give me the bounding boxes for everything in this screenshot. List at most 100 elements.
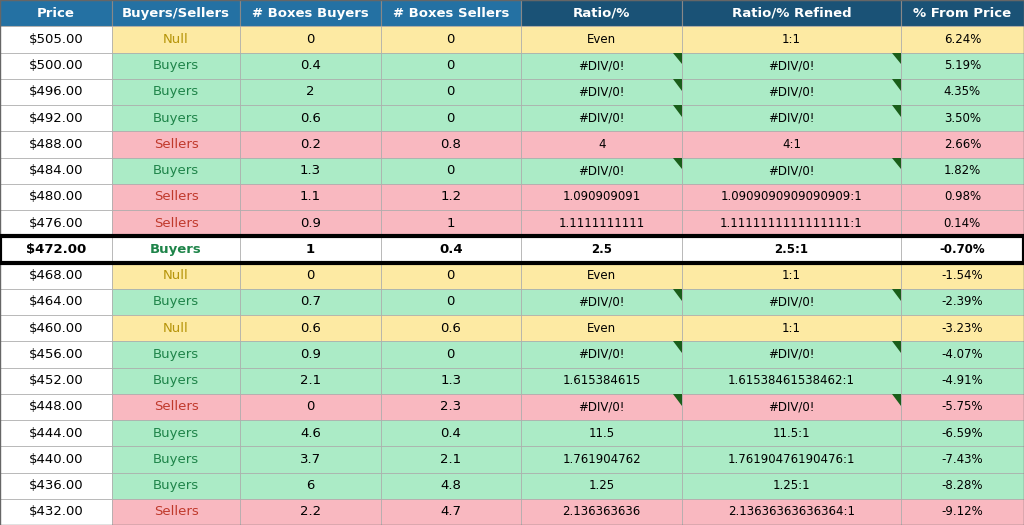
Polygon shape <box>674 394 682 405</box>
Bar <box>682 394 901 420</box>
Text: $440.00: $440.00 <box>29 453 83 466</box>
Bar <box>682 289 901 315</box>
Bar <box>0 262 112 289</box>
Bar <box>112 289 240 315</box>
Text: 1: 1 <box>446 217 455 229</box>
Bar <box>240 499 381 525</box>
Bar <box>901 184 1024 210</box>
Bar <box>521 394 682 420</box>
Text: 2.13636363636364:1: 2.13636363636364:1 <box>728 506 855 518</box>
Polygon shape <box>892 105 901 117</box>
Bar <box>381 105 521 131</box>
Text: 0.98%: 0.98% <box>944 191 981 203</box>
Bar <box>0 472 112 499</box>
Bar <box>240 394 381 420</box>
Text: 1.2: 1.2 <box>440 191 462 203</box>
Polygon shape <box>892 341 901 353</box>
Text: # Boxes Buyers: # Boxes Buyers <box>252 7 369 19</box>
Bar <box>381 394 521 420</box>
Text: 0.6: 0.6 <box>300 322 321 334</box>
Bar <box>521 184 682 210</box>
Bar <box>682 420 901 446</box>
Text: 0: 0 <box>446 348 455 361</box>
Text: $472.00: $472.00 <box>26 243 86 256</box>
Bar <box>682 341 901 367</box>
Bar <box>381 184 521 210</box>
Text: -3.23%: -3.23% <box>941 322 983 334</box>
Text: Buyers: Buyers <box>153 86 199 98</box>
Bar <box>240 26 381 52</box>
Polygon shape <box>674 158 682 169</box>
Text: Buyers: Buyers <box>153 164 199 177</box>
Bar <box>381 52 521 79</box>
Text: $505.00: $505.00 <box>29 33 83 46</box>
Polygon shape <box>892 52 901 65</box>
Text: 0: 0 <box>446 269 455 282</box>
Text: #DIV/0!: #DIV/0! <box>579 59 625 72</box>
Bar <box>901 420 1024 446</box>
Bar <box>682 184 901 210</box>
Bar <box>112 26 240 52</box>
Text: $456.00: $456.00 <box>29 348 83 361</box>
Bar <box>0 236 112 262</box>
Text: 2.3: 2.3 <box>440 401 462 413</box>
Text: 4:1: 4:1 <box>782 138 801 151</box>
Text: 0.9: 0.9 <box>300 348 321 361</box>
Bar <box>381 262 521 289</box>
Text: 4.35%: 4.35% <box>944 86 981 98</box>
Bar <box>521 446 682 472</box>
Bar <box>240 158 381 184</box>
Bar <box>682 236 901 262</box>
Bar <box>240 184 381 210</box>
Text: Ratio/%: Ratio/% <box>573 7 631 19</box>
Text: 4.8: 4.8 <box>440 479 461 492</box>
Bar <box>901 262 1024 289</box>
Text: Sellers: Sellers <box>154 217 199 229</box>
Text: 5.19%: 5.19% <box>944 59 981 72</box>
Text: 1:1: 1:1 <box>782 33 801 46</box>
Bar <box>0 289 112 315</box>
Text: 2.5:1: 2.5:1 <box>774 243 809 256</box>
Bar <box>240 131 381 158</box>
Text: $432.00: $432.00 <box>29 506 83 518</box>
Bar <box>112 184 240 210</box>
Text: Buyers: Buyers <box>153 453 199 466</box>
Text: 0: 0 <box>306 33 314 46</box>
Bar <box>521 341 682 367</box>
Text: 2.1: 2.1 <box>300 374 321 387</box>
Text: $464.00: $464.00 <box>29 296 83 308</box>
Bar <box>682 158 901 184</box>
Text: 1.0909090909090909:1: 1.0909090909090909:1 <box>721 191 862 203</box>
Polygon shape <box>674 341 682 353</box>
Text: Buyers/Sellers: Buyers/Sellers <box>122 7 230 19</box>
Text: Null: Null <box>163 33 188 46</box>
Text: 1.1111111111: 1.1111111111 <box>558 217 645 229</box>
Bar <box>240 289 381 315</box>
Bar <box>682 79 901 105</box>
Text: 0: 0 <box>446 164 455 177</box>
Bar <box>0 315 112 341</box>
Text: #DIV/0!: #DIV/0! <box>579 86 625 98</box>
Text: 0: 0 <box>446 86 455 98</box>
Bar <box>901 236 1024 262</box>
Text: % From Price: % From Price <box>913 7 1012 19</box>
Text: 1.25: 1.25 <box>589 479 614 492</box>
Bar <box>901 394 1024 420</box>
Text: 1.1111111111111111:1: 1.1111111111111111:1 <box>720 217 863 229</box>
Bar <box>682 262 901 289</box>
Bar <box>682 131 901 158</box>
Text: Buyers: Buyers <box>153 112 199 124</box>
Bar <box>901 26 1024 52</box>
Bar <box>0 158 112 184</box>
Text: 1:1: 1:1 <box>782 322 801 334</box>
Text: 0.2: 0.2 <box>300 138 321 151</box>
Bar <box>240 315 381 341</box>
Bar <box>0 394 112 420</box>
Text: 0: 0 <box>446 296 455 308</box>
Bar <box>112 315 240 341</box>
Bar <box>381 446 521 472</box>
Bar <box>381 236 521 262</box>
Bar <box>521 210 682 236</box>
Text: #DIV/0!: #DIV/0! <box>768 296 815 308</box>
Text: 0.4: 0.4 <box>439 243 463 256</box>
